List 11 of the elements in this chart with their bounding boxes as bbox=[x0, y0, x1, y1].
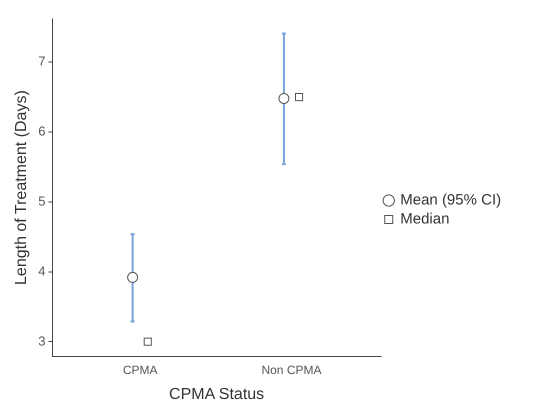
legend-label: Median bbox=[400, 210, 450, 228]
x-tick-label: Non CPMA bbox=[261, 362, 322, 377]
y-axis-title: Length of Treatment (Days) bbox=[13, 90, 30, 285]
x-axis-title: CPMA Status bbox=[169, 386, 264, 403]
x-tick-label: CPMA bbox=[122, 362, 158, 377]
y-tick-label: 4 bbox=[38, 263, 46, 278]
y-tick-label: 5 bbox=[38, 194, 46, 209]
legend-label: Mean (95% CI) bbox=[400, 192, 502, 209]
y-tick-label: 3 bbox=[38, 333, 46, 348]
y-tick-label: 6 bbox=[38, 124, 46, 139]
y-tick-label: 7 bbox=[38, 54, 46, 69]
